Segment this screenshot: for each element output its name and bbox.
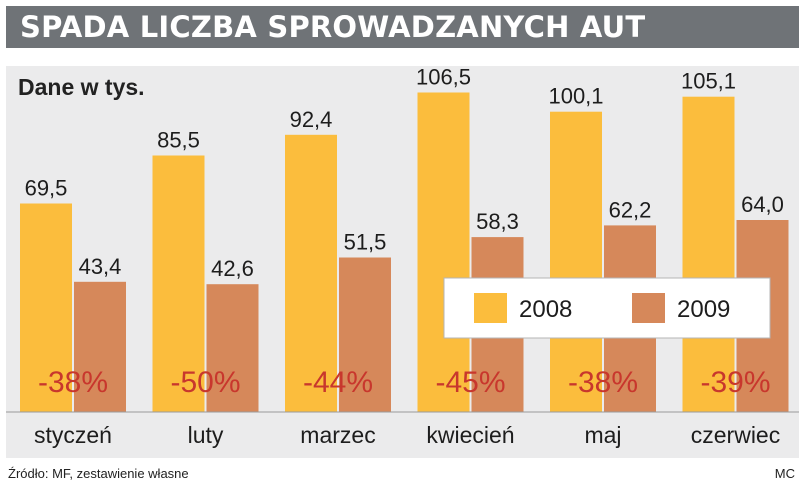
change-label-2: -50%	[170, 366, 240, 399]
bar-2009-2	[206, 284, 259, 412]
value-label-2008-6: 105,1	[681, 69, 736, 94]
value-label-2008-5: 100,1	[548, 84, 603, 109]
bar-2009-1	[74, 281, 126, 412]
author-credit: MC	[774, 466, 795, 481]
bar-2009-3	[339, 257, 391, 412]
change-label-6: -39%	[700, 366, 770, 399]
change-label-3: -44%	[303, 366, 373, 399]
change-label-4: -45%	[435, 366, 505, 399]
value-label-2009-4: 58,3	[476, 209, 519, 234]
legend-swatch-2008	[474, 293, 507, 323]
chart-title: SPADA LICZBA SPROWADZANYCH AUT	[20, 10, 646, 44]
bar-2008-4	[417, 92, 470, 412]
value-label-2009-2: 42,6	[211, 256, 254, 281]
legend-label-2008: 2008	[519, 296, 572, 323]
legend-swatch-2009	[632, 293, 665, 323]
value-label-2009-1: 43,4	[79, 254, 122, 279]
category-label-6: czerwiec	[691, 422, 780, 448]
change-label-1: -38%	[38, 366, 108, 399]
legend-label-2009: 2009	[677, 296, 730, 323]
value-label-2008-1: 69,5	[25, 176, 68, 201]
source-note: Źródło: MF, zestawienie własne	[8, 466, 189, 481]
title-bar: SPADA LICZBA SPROWADZANYCH AUT	[6, 6, 799, 48]
value-label-2009-5: 62,2	[609, 197, 652, 222]
category-label-2: luty	[188, 422, 224, 448]
change-label-5: -38%	[568, 366, 638, 399]
bar-2008-6	[682, 96, 735, 412]
bar-2008-2	[152, 155, 205, 412]
bar-2008-5	[550, 111, 602, 412]
bar-2008-1	[20, 203, 72, 412]
category-label-5: maj	[584, 422, 621, 448]
value-label-2008-2: 85,5	[157, 128, 200, 153]
category-label-1: styczeń	[34, 422, 112, 448]
value-label-2008-4: 106,5	[416, 65, 471, 90]
unit-label: Dane w tys.	[18, 74, 145, 100]
category-label-3: marzec	[300, 422, 375, 448]
chart-panel: Dane w tys.	[6, 66, 799, 458]
value-label-2009-3: 51,5	[344, 230, 387, 255]
value-label-2009-6: 64,0	[741, 192, 784, 217]
category-label-4: kwiecień	[426, 422, 514, 448]
bar-2008-3	[285, 134, 337, 413]
value-label-2008-3: 92,4	[290, 107, 333, 132]
